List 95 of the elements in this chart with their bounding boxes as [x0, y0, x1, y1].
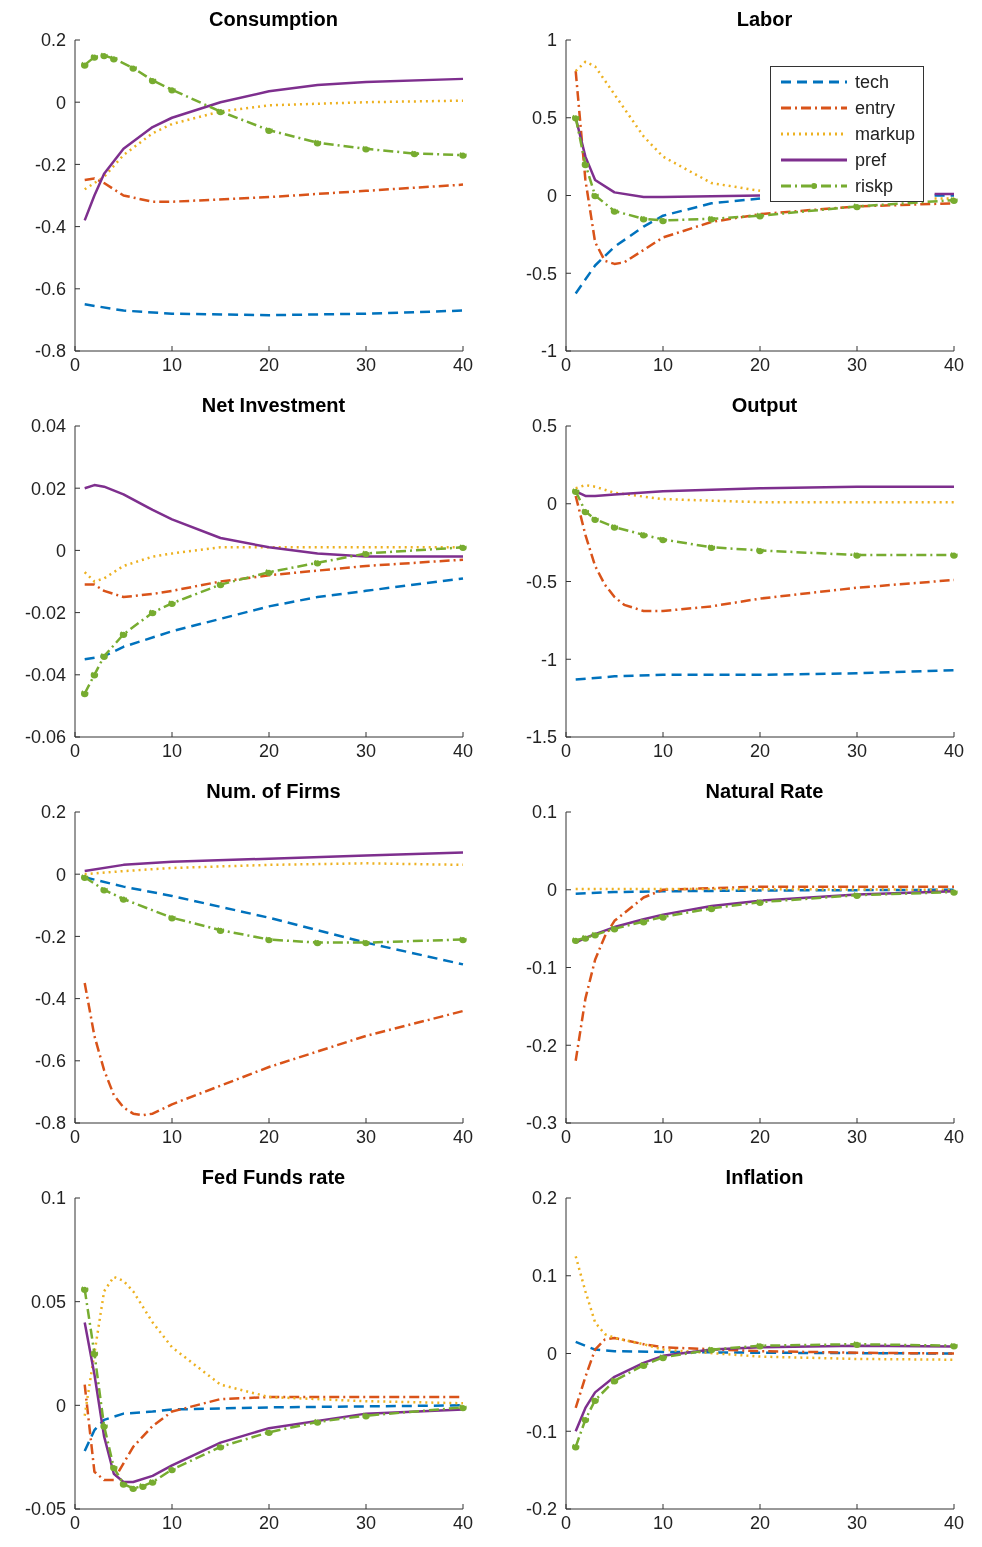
y-tick-label: -0.06: [24, 727, 66, 748]
x-tick-label: 10: [161, 1512, 183, 1533]
y-tick-label: 0: [546, 185, 557, 206]
x-tick-label: 0: [560, 1512, 572, 1533]
y-tick-label: 0.2: [40, 802, 66, 823]
y-tick-label: 1: [546, 30, 557, 51]
y-tick-label: 0: [55, 864, 66, 885]
y-tick-label: 0: [546, 494, 557, 515]
x-tick-label: 0: [69, 1126, 81, 1147]
chart-title: Net Investment: [200, 394, 347, 418]
x-tick-label: 10: [652, 740, 674, 761]
y-tick-label: -1: [540, 649, 557, 670]
y-tick-label: 0: [55, 92, 66, 113]
x-tick-label: 0: [69, 354, 81, 375]
chart-title: Consumption: [208, 8, 339, 32]
chart-title: Fed Funds rate: [200, 1166, 347, 1190]
y-tick-label: 0: [55, 540, 66, 561]
x-tick-label: 40: [943, 354, 965, 375]
y-tick-label: -0.5: [525, 571, 557, 592]
legend-label: pref: [854, 149, 886, 171]
x-tick-label: 10: [652, 1126, 674, 1147]
x-tick-label: 20: [749, 740, 771, 761]
x-tick-label: 0: [69, 740, 81, 761]
x-tick-label: 0: [560, 1126, 572, 1147]
legend-label: markup: [854, 123, 915, 145]
x-tick-label: 20: [749, 1126, 771, 1147]
x-tick-label: 30: [355, 354, 377, 375]
y-tick-label: 0.5: [531, 416, 557, 437]
y-tick-label: -0.1: [525, 1421, 557, 1442]
y-tick-label: 0: [546, 880, 557, 901]
y-tick-label: 0.2: [40, 30, 66, 51]
y-tick-label: -0.4: [34, 216, 66, 237]
chart-title: Natural Rate: [704, 780, 825, 804]
y-tick-label: 0.1: [531, 802, 557, 823]
y-tick-label: -0.3: [525, 1113, 557, 1134]
chart-title: Num. of Firms: [205, 780, 342, 804]
x-tick-label: 40: [452, 1512, 474, 1533]
x-tick-label: 30: [846, 1512, 868, 1533]
x-tick-label: 40: [943, 1512, 965, 1533]
y-tick-label: 0.2: [531, 1188, 557, 1209]
y-tick-label: -0.2: [34, 154, 66, 175]
x-tick-label: 10: [161, 1126, 183, 1147]
x-tick-label: 30: [355, 1512, 377, 1533]
y-tick-label: 0: [546, 1343, 557, 1364]
y-tick-label: 0: [55, 1395, 66, 1416]
y-tick-label: -0.6: [34, 279, 66, 300]
x-tick-label: 10: [652, 1512, 674, 1533]
x-tick-label: 0: [560, 740, 572, 761]
y-tick-label: -0.5: [525, 263, 557, 284]
x-tick-label: 30: [846, 1126, 868, 1147]
x-tick-label: 40: [452, 1126, 474, 1147]
y-tick-label: -0.04: [24, 665, 66, 686]
x-tick-label: 20: [258, 740, 280, 761]
y-tick-label: -0.2: [525, 1499, 557, 1520]
y-tick-label: 0.04: [30, 416, 66, 437]
y-tick-label: -0.6: [34, 1051, 66, 1072]
x-tick-label: 40: [452, 740, 474, 761]
legend-label: tech: [854, 71, 889, 93]
y-tick-label: 0.1: [40, 1188, 66, 1209]
legend-label: riskp: [854, 175, 893, 197]
y-tick-label: -1: [540, 341, 557, 362]
chart-title: Labor: [735, 8, 794, 32]
x-tick-label: 40: [452, 354, 474, 375]
y-tick-label: -0.8: [34, 1113, 66, 1134]
y-tick-label: -0.2: [525, 1035, 557, 1056]
x-tick-label: 10: [652, 354, 674, 375]
legend-label: entry: [854, 97, 895, 119]
y-tick-label: -0.02: [24, 602, 66, 623]
x-tick-label: 10: [161, 740, 183, 761]
y-tick-label: -0.8: [34, 341, 66, 362]
y-tick-label: 0.5: [531, 108, 557, 129]
y-tick-label: 0.1: [531, 1266, 557, 1287]
x-tick-label: 10: [161, 354, 183, 375]
y-tick-label: -0.4: [34, 988, 66, 1009]
x-tick-label: 0: [69, 1512, 81, 1533]
x-tick-label: 0: [560, 354, 572, 375]
y-tick-label: 0.05: [30, 1292, 66, 1313]
x-tick-label: 30: [355, 740, 377, 761]
y-tick-label: -0.05: [24, 1499, 66, 1520]
x-tick-label: 30: [355, 1126, 377, 1147]
x-tick-label: 20: [749, 354, 771, 375]
x-tick-label: 30: [846, 354, 868, 375]
x-tick-label: 30: [846, 740, 868, 761]
x-tick-label: 20: [258, 1126, 280, 1147]
chart-title: Inflation: [724, 1166, 805, 1190]
x-tick-label: 40: [943, 740, 965, 761]
x-tick-label: 20: [258, 1512, 280, 1533]
y-tick-label: -0.2: [34, 926, 66, 947]
x-tick-label: 20: [749, 1512, 771, 1533]
x-tick-label: 20: [258, 354, 280, 375]
x-tick-label: 40: [943, 1126, 965, 1147]
y-tick-label: -0.1: [525, 957, 557, 978]
chart-title: Output: [730, 394, 799, 418]
y-tick-label: 0.02: [30, 478, 66, 499]
y-tick-label: -1.5: [525, 727, 557, 748]
